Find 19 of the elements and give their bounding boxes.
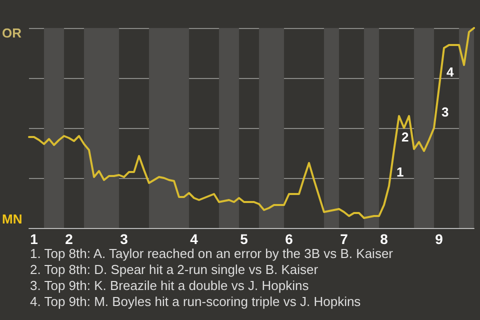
text: MN: [2, 212, 22, 226]
x-tick-label: 9: [435, 231, 444, 247]
annotation: 1: [396, 164, 404, 180]
x-tick-label: 1: [30, 231, 38, 247]
x-tick-label: 5: [240, 231, 248, 247]
annotation: 4: [446, 64, 454, 80]
x-tick-label: 3: [120, 231, 128, 247]
x-tick-label: 7: [340, 231, 348, 247]
x-tick-label: 8: [380, 231, 388, 247]
text: 3. Top 9th: K. Breazile hit a double vs J. Hopkins: [30, 278, 310, 293]
text: OR: [2, 26, 22, 40]
annotation: 2: [402, 130, 409, 144]
text: 4. Top 9th: M. Boyles hit a run-scoring triple vs J. Hopkins: [30, 294, 362, 309]
annotation: 3: [442, 104, 449, 120]
text: 1. Top 8th: A. Taylor reached on an error by the 3B vs B. Kaiser: [30, 246, 394, 261]
x-tick-label: 4: [190, 231, 198, 247]
x-tick-label: 2: [65, 231, 74, 247]
x-tick-label: 6: [285, 231, 294, 247]
text: 2. Top 8th: D. Spear hit a 2-run single vs B. Kaiser: [30, 262, 319, 277]
